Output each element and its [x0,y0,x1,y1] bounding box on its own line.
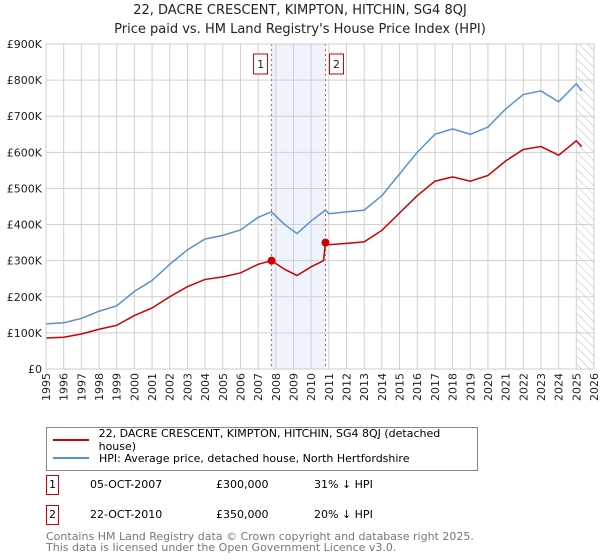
y-tick-label: £200K [7,291,43,304]
sale-price: £350,000 [216,508,269,521]
shaded-period [271,44,326,369]
x-tick-label: 2000 [128,373,141,401]
footer-line-1: Contains HM Land Registry data © Crown c… [46,530,474,543]
series-line-hpi [45,82,583,325]
legend: 22, DACRE CRESCENT, KIMPTON, HITCHIN, SG… [46,427,478,471]
forecast-hatch [576,44,594,369]
x-tick-label: 1996 [58,373,71,401]
x-tick-label: 2016 [411,373,424,401]
sale-hpi-diff: 31% ↓ HPI [314,478,373,491]
legend-label-hpi: HPI: Average price, detached house, Nort… [99,451,410,465]
legend-swatch-property [53,439,89,441]
x-tick-label: 2018 [447,373,460,401]
chart-subtitle: Price paid vs. HM Land Registry's House … [114,22,486,37]
y-tick-label: £300K [7,255,43,268]
legend-label-property: 22, DACRE CRESCENT, KIMPTON, HITCHIN, SG… [98,427,441,453]
y-tick-label: £600K [7,146,43,159]
price-chart: 1995 1996 1997 1998 1999 2000 2001 2002 2003 2004… [7,38,600,401]
x-tick-label: 2004 [199,373,212,401]
x-tick-label: 2023 [535,373,548,401]
x-tick-label: 1997 [75,373,88,401]
x-tick-label: 2020 [482,373,495,401]
sale-label: 1 [257,58,264,71]
y-tick-label: £700K [7,110,43,123]
y-tick-label: £0 [28,363,42,376]
x-tick-label: 2025 [570,373,583,401]
x-tick-label: 2021 [500,373,513,401]
sale-label-box [253,53,269,75]
x-tick-label: 2001 [146,373,159,401]
x-tick-label: 2007 [252,373,265,401]
y-tick-label: £500K [7,182,43,195]
x-tick-label: 1995 [40,373,53,401]
x-tick-label: 2024 [553,373,566,401]
x-tick-label: 2009 [287,373,300,401]
x-tick-label: 2003 [181,373,194,401]
x-tick-label: 2002 [164,373,177,401]
x-tick-label: 2006 [234,373,247,401]
sale-hpi-diff: 20% ↓ HPI [314,508,373,521]
x-tick-label: 2013 [358,373,371,401]
y-tick-label: £100K [7,327,43,340]
y-tick-label: £400K [7,219,43,232]
legend-swatch-hpi [53,457,89,459]
x-tick-label: 2026 [588,373,600,401]
sale-badge: 2 [46,505,59,525]
footer: Contains HM Land Registry data © Crown c… [46,531,474,553]
series-line-property [45,139,583,339]
x-tick-label: 2011 [323,373,336,401]
plot-frame [45,43,595,370]
x-tick-label: 2017 [429,373,442,401]
y-tick-label: £800K [7,74,43,87]
y-tick-label: £900K [7,38,43,51]
chart-title: 22, DACRE CRESCENT, KIMPTON, HITCHIN, SG… [133,3,467,18]
x-tick-label: 1999 [111,373,124,401]
x-tick-label: 2010 [305,373,318,401]
sale-date: 05-OCT-2007 [90,478,163,491]
x-tick-label: 2014 [376,373,389,401]
sale-label: 2 [333,58,340,71]
sale-label-box [328,53,344,75]
x-tick-label: 2019 [464,373,477,401]
sale-point [321,238,330,247]
x-tick-label: 2015 [394,373,407,401]
sale-price: £300,000 [216,478,269,491]
x-tick-label: 1998 [93,373,106,401]
x-tick-label: 2012 [341,373,354,401]
x-tick-label: 2005 [217,373,230,401]
sale-badge: 1 [46,475,59,495]
sale-date: 22-OCT-2010 [90,508,163,521]
footer-line-2: This data is licensed under the Open Gov… [46,541,397,554]
x-tick-label: 2022 [517,373,530,401]
x-tick-label: 2008 [270,373,283,401]
sale-point [267,256,276,265]
